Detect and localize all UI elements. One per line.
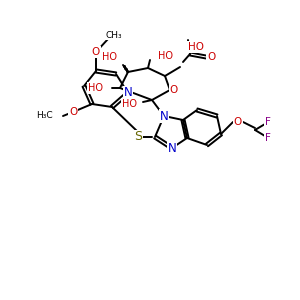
Text: HO: HO: [122, 99, 137, 109]
Text: F: F: [265, 133, 271, 143]
Text: HO: HO: [188, 42, 204, 52]
Text: F: F: [265, 117, 271, 127]
Text: O: O: [69, 107, 77, 117]
Text: N: N: [160, 110, 168, 122]
Text: HO: HO: [102, 52, 117, 62]
Text: H₃C: H₃C: [36, 112, 53, 121]
Text: N: N: [168, 142, 176, 154]
Text: O: O: [170, 85, 178, 95]
Text: N: N: [124, 86, 132, 100]
Text: HO: HO: [88, 83, 103, 93]
Text: O: O: [207, 52, 215, 62]
Text: S: S: [134, 130, 142, 143]
Text: CH₃: CH₃: [106, 31, 122, 40]
Text: O: O: [92, 47, 100, 57]
Text: O: O: [234, 117, 242, 127]
Text: HO: HO: [158, 51, 173, 61]
